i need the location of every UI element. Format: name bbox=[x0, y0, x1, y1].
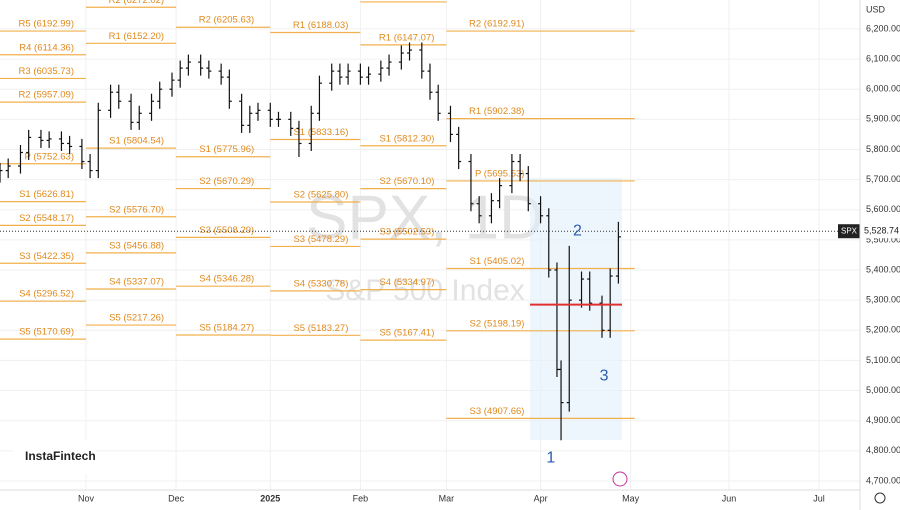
pivot-label: S2 (5670.10) bbox=[379, 176, 434, 187]
pivot-label: S4 (5346.28) bbox=[199, 274, 254, 285]
pivot-label: S4 (5330.78) bbox=[293, 278, 348, 289]
symbol-tag bbox=[838, 224, 860, 239]
x-tick-label: Apr bbox=[534, 493, 548, 503]
pivot-label: S3 (5502.53) bbox=[379, 227, 434, 238]
pivot-label: S5 (5167.41) bbox=[379, 328, 434, 339]
y-tick-label: 5,900.00 bbox=[866, 114, 900, 124]
pivot-label: S5 (5183.27) bbox=[293, 323, 348, 334]
pivot-label: R2 (6205.63) bbox=[199, 15, 254, 26]
y-tick-label: 6,200.00 bbox=[866, 23, 900, 33]
y-tick-label: 5,000.00 bbox=[866, 385, 900, 395]
pivot-label: S3 (5508.29) bbox=[199, 225, 254, 236]
y-tick-label: 4,900.00 bbox=[866, 415, 900, 425]
pivot-label: P (5752.63) bbox=[25, 151, 74, 162]
symbol-tag-text: SPX bbox=[841, 226, 858, 235]
pivot-label: R1 (6152.20) bbox=[109, 31, 164, 42]
price-bars bbox=[0, 42, 622, 441]
x-tick-label: Feb bbox=[353, 493, 369, 503]
pivot-label: R1 (6188.03) bbox=[293, 20, 348, 31]
last-price-tag bbox=[860, 224, 900, 239]
x-tick-label: Dec bbox=[168, 493, 185, 503]
pivot-label: S3 (4907.66) bbox=[470, 406, 525, 417]
x-tick-label: Jul bbox=[813, 493, 825, 503]
x-tick-label: May bbox=[622, 493, 640, 503]
watermark-symbol: SPX, 1D bbox=[306, 183, 544, 252]
pivot-label: P (5695.53) bbox=[475, 168, 524, 179]
pivot-label: S3 (5422.35) bbox=[19, 251, 74, 262]
pivot-label: S2 (5198.19) bbox=[470, 318, 525, 329]
event-icon[interactable] bbox=[612, 471, 628, 487]
pivot-label: S1 (5812.30) bbox=[379, 133, 434, 144]
y-tick-label: 5,500.00 bbox=[866, 234, 900, 244]
y-tick-label: 4,700.00 bbox=[866, 475, 900, 485]
x-tick-label: Nov bbox=[78, 493, 95, 503]
pivot-label: S4 (5296.52) bbox=[19, 289, 74, 300]
pivot-label: S1 (5405.02) bbox=[470, 256, 525, 267]
pivot-label: S5 (5170.69) bbox=[19, 327, 74, 338]
y-tick-label: 4,800.00 bbox=[866, 445, 900, 455]
pivot-label: S2 (5576.70) bbox=[109, 204, 164, 215]
pivot-label: S4 (5337.07) bbox=[109, 276, 164, 287]
pivot-label: S1 (5626.81) bbox=[19, 189, 74, 200]
x-tick-label: 2025 bbox=[260, 493, 280, 503]
y-tick-label: 5,400.00 bbox=[866, 264, 900, 274]
pivot-label: R2 (5957.09) bbox=[19, 90, 74, 101]
volume-profile-area bbox=[530, 178, 622, 440]
pivot-label: S1 (5775.96) bbox=[199, 144, 254, 155]
pivot-label: S1 (5804.54) bbox=[109, 136, 164, 147]
currency: USD bbox=[866, 4, 886, 14]
wave-label: 2 bbox=[573, 222, 582, 239]
pivot-label: S2 (5548.17) bbox=[19, 213, 74, 224]
y-tick-label: 6,000.00 bbox=[866, 84, 900, 94]
y-tick-label: 5,800.00 bbox=[866, 144, 900, 154]
pivot-label: R5 (6192.99) bbox=[19, 19, 74, 30]
pivot-label: S3 (5456.88) bbox=[109, 240, 164, 251]
pivot-label: S2 (5625.80) bbox=[293, 189, 348, 200]
pivot-label: R1 (6147.07) bbox=[379, 32, 434, 43]
wave-label: 3 bbox=[600, 367, 609, 384]
y-tick-label: 5,300.00 bbox=[866, 295, 900, 305]
wave-label: 1 bbox=[546, 449, 555, 466]
y-tick-label: 5,100.00 bbox=[866, 355, 900, 365]
brand-box bbox=[14, 440, 96, 474]
pivot-label: S1 (5833.16) bbox=[293, 127, 348, 138]
last-price-label: 5,528.74 bbox=[864, 226, 899, 236]
pivot-label: R2 (6192.91) bbox=[469, 19, 524, 30]
pivot-label: S5 (5217.26) bbox=[109, 313, 164, 324]
pivot-label: R1 (5902.38) bbox=[469, 106, 524, 117]
pivot-label: R2 (6272.02) bbox=[109, 0, 164, 6]
pivot-label: S2 (5670.29) bbox=[199, 176, 254, 187]
y-tick-label: 6,100.00 bbox=[866, 53, 900, 63]
brand: InstaFintech bbox=[25, 449, 96, 463]
pivot-label: S4 (5334.97) bbox=[379, 277, 434, 288]
pivot-label: S5 (5184.27) bbox=[199, 323, 254, 334]
x-tick-label: Jun bbox=[722, 493, 737, 503]
pivot-levels: R5 (6192.99) R4 (6114.36) R3 (6035.73) R2 (… bbox=[0, 0, 635, 419]
pivot-label: R3 (6035.73) bbox=[19, 66, 74, 77]
x-tick-label: Mar bbox=[439, 493, 455, 503]
y-tick-label: 5,700.00 bbox=[866, 174, 900, 184]
pivot-label: R4 (6114.36) bbox=[19, 42, 74, 53]
axes: 4,700.00 4,800.00 4,900.00 5,000.00 5,100.00… bbox=[0, 23, 900, 503]
pivot-label: S3 (5478.29) bbox=[293, 234, 348, 245]
settings-icon[interactable] bbox=[874, 492, 886, 504]
y-tick-label: 5,200.00 bbox=[866, 325, 900, 335]
y-tick-label: 5,600.00 bbox=[866, 204, 900, 214]
